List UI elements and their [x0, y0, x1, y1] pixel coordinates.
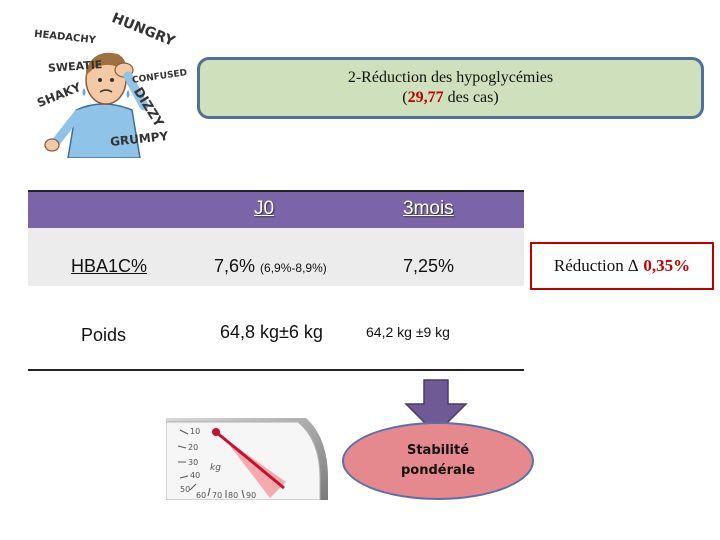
- scale-tick-50: 50: [180, 485, 190, 494]
- slide-subtitle: (29,77 des cas): [402, 88, 498, 108]
- scale-tick-90: 90: [246, 491, 256, 500]
- scale-tick-80: 80: [228, 491, 238, 500]
- slide-title-callout: 2-Réduction des hypoglycémies (29,77 des…: [197, 57, 704, 119]
- column-header-3mois: 3mois: [403, 198, 454, 219]
- poids-j0-value: 64,8 kg±6 kg: [220, 322, 323, 342]
- reduction-value: 0,35%: [643, 256, 691, 275]
- person-holding-head-icon: [44, 52, 149, 158]
- slide-title: 2-Réduction des hypoglycémies: [347, 69, 554, 86]
- scale-tick-30: 30: [188, 458, 198, 467]
- hba1c-reduction-callout: Réduction ∆ 0,35%: [530, 242, 714, 290]
- reduction-label: Réduction ∆: [553, 256, 639, 275]
- scale-tick-10: 10: [190, 427, 200, 436]
- scale-tick-60: 60: [196, 491, 206, 500]
- hba1c-j0-range: (6,9%-8,9%): [260, 261, 327, 275]
- stability-line1: Stabilité: [406, 443, 470, 458]
- down-arrow-icon: [404, 379, 468, 436]
- hba1c-3mois-value: 7,25%: [403, 256, 455, 276]
- hba1c-j0-value: 7,6%: [214, 256, 256, 276]
- weighing-scale-icon: 10 20 30 40 50 60 70 80 90 kg: [166, 418, 328, 500]
- scale-tick-20: 20: [188, 443, 198, 452]
- stability-line2: pondérale: [400, 463, 476, 478]
- hypoglycemia-symptoms-illustration: HEADACHY HUNGRY SWEATIE SHAKY CONFUSED D…: [28, 10, 188, 158]
- table-header: [28, 190, 524, 228]
- row-label-hba1c: HBA1C%: [71, 256, 148, 276]
- column-header-j0: J0: [254, 198, 275, 219]
- hypoglycemia-case-count: 29,77: [407, 89, 444, 106]
- hba1c-j0-cell: 7,6% (6,9%-8,9%): [214, 256, 327, 277]
- table-row-shade: [28, 228, 524, 286]
- poids-3mois-value: 64,2 kg ±9 kg: [366, 324, 450, 340]
- scale-tick-70: 70: [212, 491, 222, 500]
- weight-stability-badge: Stabilité pondérale: [342, 422, 534, 500]
- subtitle-suffix: des cas): [443, 89, 499, 106]
- scale-tick-40: 40: [190, 471, 200, 480]
- scale-unit-label: kg: [210, 463, 221, 473]
- row-label-poids: Poids: [81, 325, 127, 345]
- subtitle-open-paren: (: [402, 89, 408, 106]
- table-bottom-border: [28, 369, 524, 371]
